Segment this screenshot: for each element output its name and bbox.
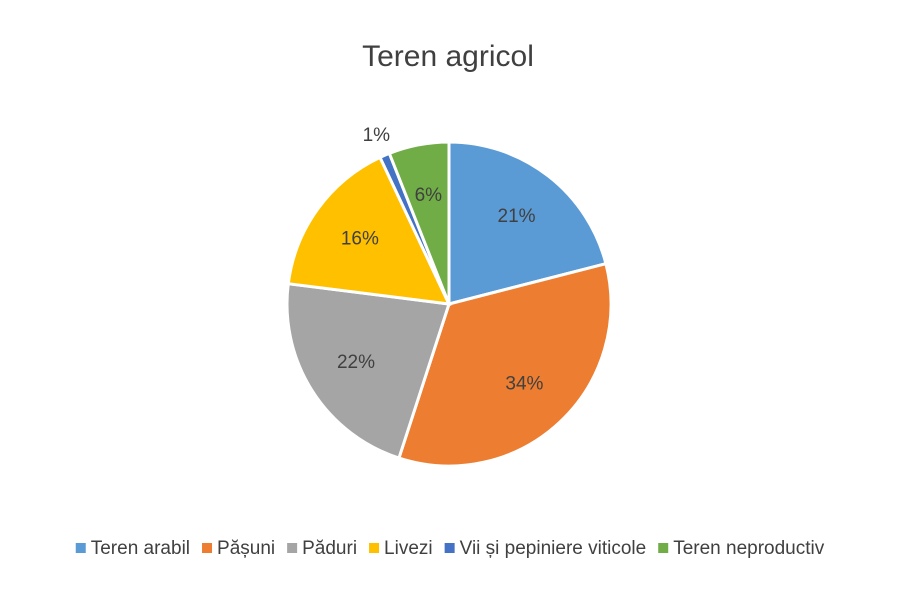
pie-slice (387, 140, 451, 305)
legend-label: Teren neproductiv (673, 538, 825, 559)
chart-title: Teren agricol (362, 40, 534, 73)
legend-marker (658, 543, 669, 553)
pie-slice (447, 140, 608, 306)
legend-label: Pășuni (217, 538, 275, 559)
data-label: 1% (363, 125, 391, 146)
legend-marker (75, 543, 86, 553)
data-label: 6% (415, 185, 443, 206)
legend-marker (369, 543, 380, 553)
legend-label: Teren arabil (91, 538, 190, 559)
data-label: 16% (341, 228, 379, 249)
legend-label: Păduri (302, 538, 357, 559)
data-label: 21% (498, 206, 536, 227)
data-label: 22% (337, 352, 375, 373)
pie-slice (397, 261, 613, 468)
pie-slice (286, 155, 452, 306)
legend-marker (202, 543, 213, 553)
data-label: 34% (505, 373, 543, 394)
legend-marker (287, 543, 298, 553)
legend-marker (444, 543, 455, 553)
legend-label: Livezi (384, 538, 433, 559)
pie-slice (285, 282, 451, 460)
legend-label: Vii și pepiniere viticole (460, 538, 647, 559)
